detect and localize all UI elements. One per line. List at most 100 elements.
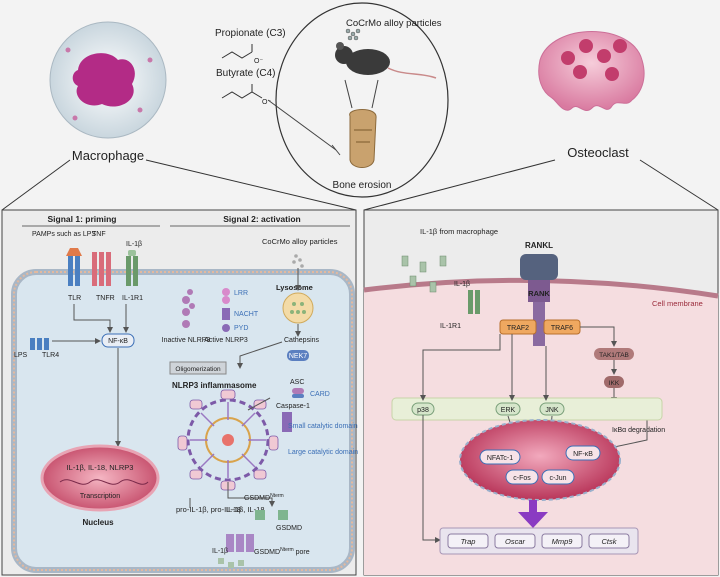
asc-label: ASC xyxy=(290,379,304,386)
traf6-label: TRAF6 xyxy=(551,325,573,332)
il1r1-receptor xyxy=(126,250,138,286)
propionate-structure xyxy=(221,44,253,59)
tlr-label: TLR xyxy=(68,295,81,302)
gene-box xyxy=(447,533,489,549)
active-nlrp3-label: Active NLRP3 xyxy=(204,337,248,344)
card-label: CARD xyxy=(310,391,330,398)
erk-label: ERK xyxy=(501,407,516,414)
traf2-box xyxy=(499,319,537,335)
nucleus-label: Nucleus xyxy=(82,518,114,527)
bone-erosion-label: Bone erosion xyxy=(333,180,392,191)
svg-text:GSDMDNterm pore: GSDMDNterm pore xyxy=(254,547,310,556)
zoom-line-left-b xyxy=(145,159,357,211)
nfatc1-label: NFATc-1 xyxy=(487,455,513,462)
il1b-top-label: IL-1β xyxy=(126,241,142,248)
il1r1-right-label: IL-1R1 xyxy=(440,323,461,330)
caspase1-label: Caspase-1 xyxy=(276,403,310,410)
il1r1-right-receptor xyxy=(468,290,480,314)
cfos-box xyxy=(505,469,539,485)
p38-label: p38 xyxy=(417,407,429,414)
inflammasome-wheel xyxy=(177,389,279,491)
nacht-label: NACHT xyxy=(234,311,259,318)
nlrp3-inflammasome-label: NLRP3 inflammasome xyxy=(172,381,257,390)
nfkb-right-label: NF-κB xyxy=(573,451,593,458)
macrophage-illustration xyxy=(49,21,167,139)
osteoclast-illustration xyxy=(538,31,645,112)
macrophage-label: Macrophage xyxy=(72,148,144,163)
nucleus-genes-label: IL-1β, IL-18, NLRP3 xyxy=(67,463,134,472)
output-arrow-head xyxy=(518,512,548,528)
inhibition-bar xyxy=(331,144,341,156)
lysosome-label: Lysosome xyxy=(276,283,313,292)
mouse-model-circle xyxy=(275,2,449,198)
cfos-label: c-Fos xyxy=(513,475,531,482)
signal2-label: Signal 2: activation xyxy=(223,214,300,224)
tnf-label: TNF xyxy=(92,231,106,238)
gsdmd-nterm-superscript: Nterm xyxy=(270,493,284,499)
mouse-icon xyxy=(335,42,437,79)
pamps-label: PAMPs such as LPS xyxy=(32,231,96,238)
nfkb-left-box xyxy=(101,333,135,348)
inactive-nlrp3-label: Inactive NLRP3 xyxy=(162,337,211,344)
gene-label: Trap xyxy=(461,537,476,546)
oligomerization-box xyxy=(169,361,227,375)
tlr4-receptor xyxy=(30,338,49,350)
particles-left xyxy=(292,254,304,268)
jnk-box xyxy=(539,402,565,416)
tnfr-label: TNFR xyxy=(96,295,115,302)
svg-text:GSDMDNterm: GSDMDNterm xyxy=(244,493,284,502)
zoom-line-right-a xyxy=(363,159,556,211)
pyd-label: PYD xyxy=(234,325,248,332)
propionate-o-minus: O⁻ xyxy=(254,58,263,65)
oligomerization-label: Oligomerization xyxy=(175,366,221,373)
gsdmd-pore-icon xyxy=(226,534,254,552)
butyrate-structure xyxy=(221,84,263,99)
inhibition-line xyxy=(267,99,337,151)
erk-box xyxy=(495,402,521,416)
gene-label: Ctsk xyxy=(602,537,618,546)
lrr-label: LRR xyxy=(234,290,248,297)
cathepsins-label: Cathepsins xyxy=(284,337,320,344)
target-genes-band xyxy=(439,527,639,555)
gsdmd-label: GSDMD xyxy=(276,525,302,532)
jnk-label: JNK xyxy=(545,407,559,414)
butyrate-label: Butyrate (C4) xyxy=(216,68,275,79)
osteoclast-label: Osteoclast xyxy=(567,145,629,160)
nfatc1-box xyxy=(479,449,521,465)
cell-membrane-label: Cell membrane xyxy=(652,299,703,308)
gene-box xyxy=(588,533,630,549)
gene-label: Mmp9 xyxy=(552,537,574,546)
lps-label: LPS xyxy=(14,352,28,359)
cocrmo-left-label: CoCrMo alloy particles xyxy=(262,237,338,246)
butyrate-o-minus: O⁻ xyxy=(262,99,271,106)
particle-icons xyxy=(345,28,361,41)
nek7-box xyxy=(287,350,309,361)
ikk-label: IKK xyxy=(609,380,620,387)
right-nucleus xyxy=(459,419,621,501)
lysosome-icon xyxy=(282,292,314,324)
il1r1-left-label: IL-1R1 xyxy=(122,295,143,302)
skull-bone-icon xyxy=(349,109,377,168)
target-genes-list: Trap Oscar Mmp9 Ctsk xyxy=(447,533,630,549)
inactive-nlrp3-icon xyxy=(182,289,195,328)
signal1-label: Signal 1: priming xyxy=(48,214,117,224)
gsdmd-pore-label: GSDMD xyxy=(254,549,280,556)
zoom-line-right-b xyxy=(639,159,719,211)
cjun-label: c-Jun xyxy=(549,475,566,482)
il1b-from-macrophage-label: IL-1β from macrophage xyxy=(420,227,498,236)
active-nlrp3-icon xyxy=(222,288,230,332)
tak1-box xyxy=(594,348,634,360)
rankl-rank-icon xyxy=(520,254,558,346)
transcription-label: Transcription xyxy=(80,493,120,500)
gene-label: Oscar xyxy=(505,537,526,546)
propionate-label: Propionate (C3) xyxy=(215,28,286,39)
il1b-right-label: IL-1β xyxy=(454,281,470,288)
pro-il-label: pro-IL-1β, pro-IL-18 xyxy=(176,505,241,514)
tlr4-label: TLR4 xyxy=(42,352,59,359)
ikk-box xyxy=(604,376,624,388)
nfkb-left-label: NF-κB xyxy=(108,338,128,345)
mapk-band xyxy=(391,397,663,421)
cjun-box xyxy=(541,469,575,485)
gsdmd-pore-superscript: Nterm xyxy=(280,547,294,553)
gsdmd-nterm-label: GSDMD xyxy=(244,495,270,502)
